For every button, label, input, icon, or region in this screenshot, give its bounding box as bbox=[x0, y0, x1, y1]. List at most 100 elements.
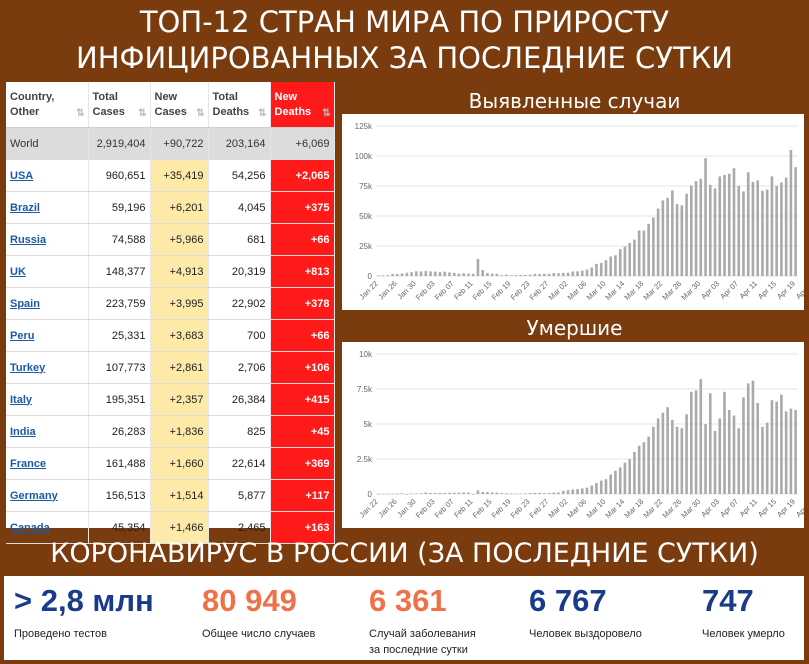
cell-country[interactable]: India bbox=[6, 415, 89, 448]
bar bbox=[604, 479, 608, 494]
bar bbox=[524, 275, 527, 276]
cell-total-cases: 59,196 bbox=[88, 191, 151, 224]
cell-country[interactable]: USA bbox=[6, 159, 89, 192]
header-total-cases[interactable]: Total Cases ⇅ bbox=[88, 82, 151, 128]
x-tick-label: Mar 22 bbox=[641, 497, 664, 520]
bar bbox=[609, 256, 613, 276]
bar bbox=[690, 391, 693, 494]
cell-country[interactable]: Italy bbox=[6, 383, 89, 416]
bar bbox=[505, 274, 508, 276]
bar bbox=[723, 391, 726, 494]
table-header-row: Country, Other ⇅ Total Cases ⇅ New Cases ⇅ Tot… bbox=[6, 82, 335, 128]
cell-new-cases: +2,861 bbox=[150, 351, 209, 384]
bar bbox=[566, 272, 570, 276]
bar bbox=[604, 260, 608, 276]
bar bbox=[590, 267, 594, 276]
bar bbox=[571, 271, 575, 276]
deaths-chart: 0 2.5k 5k 7.5k 10k Jan 22 Jan 26 Jan 30 Feb 03 Fe… bbox=[342, 342, 804, 528]
bar bbox=[533, 492, 537, 494]
cell-country[interactable]: Spain bbox=[6, 287, 89, 320]
x-tick-label: Mar 02 bbox=[547, 497, 570, 520]
cell-country[interactable]: Russia bbox=[6, 223, 89, 256]
bar bbox=[386, 493, 390, 495]
x-tick-label: Mar 30 bbox=[679, 279, 702, 302]
bar bbox=[500, 275, 503, 276]
bar bbox=[396, 493, 399, 495]
stat-label: Общее число случаев bbox=[202, 628, 316, 640]
bar bbox=[628, 459, 631, 494]
cases-chart: 0 25k 50k 75k 100k 125k Jan 22 Jan 26 Jan 30 Feb … bbox=[342, 114, 804, 310]
bar bbox=[623, 462, 627, 494]
table-row: Spain 223,759 +3,995 22,902 +378 bbox=[6, 287, 335, 320]
x-tick-label: Mar 14 bbox=[603, 279, 626, 302]
bar bbox=[443, 493, 447, 494]
y-tick-label: 50k bbox=[359, 212, 373, 221]
bar bbox=[543, 493, 546, 494]
table-row: Peru 25,331 +3,683 700 +66 bbox=[6, 319, 335, 352]
bar bbox=[623, 246, 627, 276]
stat-value: 747 bbox=[702, 583, 754, 618]
stat-value: 6 767 bbox=[529, 583, 607, 618]
bar bbox=[761, 426, 764, 494]
cell-country[interactable]: Brazil bbox=[6, 191, 89, 224]
bar bbox=[647, 436, 650, 494]
bar bbox=[476, 490, 480, 494]
x-tick-label: Mar 18 bbox=[622, 279, 645, 302]
x-tick-label: Feb 15 bbox=[471, 279, 494, 302]
cell-total-deaths: 26,384 bbox=[208, 383, 271, 416]
cell-country[interactable]: Peru bbox=[6, 319, 89, 352]
bar bbox=[509, 493, 513, 495]
cell-country[interactable]: Canada bbox=[6, 511, 89, 544]
cell-new-cases: +1,836 bbox=[150, 415, 209, 448]
y-tick-label: 2.5k bbox=[357, 455, 373, 464]
bar bbox=[595, 263, 598, 276]
bar bbox=[751, 181, 755, 276]
x-tick-label: Apr 23 bbox=[794, 497, 804, 519]
bar bbox=[481, 491, 484, 494]
x-tick-label: Mar 18 bbox=[622, 497, 645, 520]
bar bbox=[694, 390, 698, 494]
cell-total-deaths: 22,614 bbox=[208, 447, 271, 480]
cell-total-deaths: 203,164 bbox=[208, 127, 271, 160]
bar bbox=[490, 273, 494, 276]
bar bbox=[505, 493, 508, 494]
y-tick-label: 5k bbox=[364, 420, 373, 429]
cell-total-cases: 148,377 bbox=[88, 255, 151, 288]
bar bbox=[732, 168, 736, 276]
bar bbox=[723, 174, 726, 276]
bar bbox=[618, 249, 622, 276]
stat-value: 6 361 bbox=[369, 583, 447, 618]
header-total-deaths[interactable]: Total Deaths ⇅ bbox=[208, 82, 271, 128]
bar bbox=[694, 181, 698, 276]
bar bbox=[713, 188, 717, 276]
bar bbox=[571, 489, 575, 494]
bar bbox=[419, 271, 423, 276]
cell-country[interactable]: Turkey bbox=[6, 351, 89, 384]
table-row: Canada 45,354 +1,466 2,465 +163 bbox=[6, 511, 335, 544]
header-country[interactable]: Country, Other ⇅ bbox=[6, 82, 89, 128]
cell-total-cases: 195,351 bbox=[88, 383, 151, 416]
cell-country[interactable]: Germany bbox=[6, 479, 89, 512]
bar bbox=[410, 272, 413, 276]
sort-icon: ⇅ bbox=[76, 108, 85, 119]
cell-new-cases: +5,966 bbox=[150, 223, 209, 256]
bar bbox=[656, 208, 660, 276]
bar bbox=[495, 492, 499, 494]
bar bbox=[770, 400, 774, 494]
bar bbox=[742, 397, 745, 494]
x-tick-label: Apr 15 bbox=[756, 497, 778, 519]
cell-country[interactable]: France bbox=[6, 447, 89, 480]
header-new-cases[interactable]: New Cases ⇅ bbox=[150, 82, 209, 128]
cell-country[interactable]: UK bbox=[6, 255, 89, 288]
bar bbox=[377, 493, 380, 495]
x-tick-label: Jan 22 bbox=[357, 279, 379, 301]
bar bbox=[538, 274, 541, 276]
bar bbox=[557, 492, 560, 494]
table-row: France 161,488 +1,660 22,614 +369 bbox=[6, 447, 335, 480]
bar bbox=[580, 270, 584, 276]
cell-new-deaths: +415 bbox=[270, 383, 335, 416]
table-row-world: World 2,919,404 +90,722 203,164 +6,069 bbox=[6, 127, 335, 160]
bar bbox=[595, 483, 598, 494]
header-new-deaths[interactable]: New Deaths ⇅ bbox=[270, 82, 335, 128]
